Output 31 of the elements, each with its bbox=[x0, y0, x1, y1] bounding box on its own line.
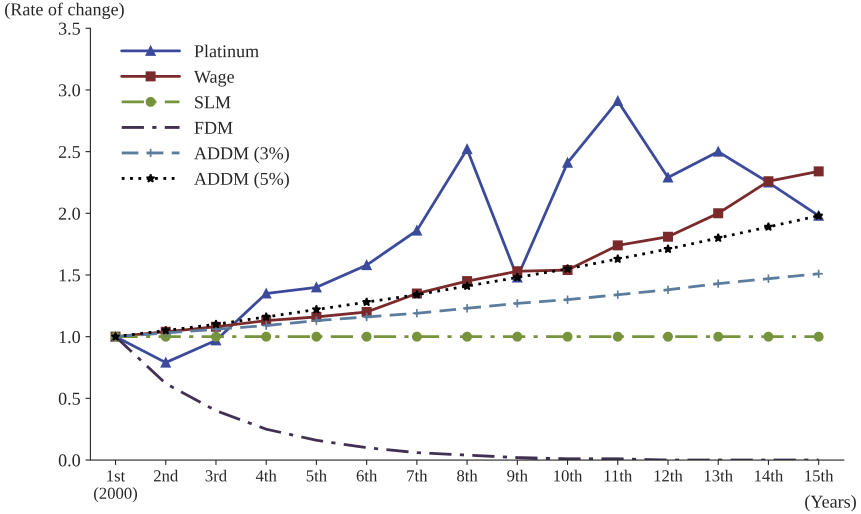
legend-label: Platinum bbox=[194, 44, 259, 58]
x-tick-label: 6th bbox=[356, 470, 378, 482]
x-tick-label: 2nd bbox=[154, 470, 178, 482]
y-tick-label: 1.0 bbox=[60, 330, 80, 344]
y-tick-label: 0.0 bbox=[58, 454, 80, 467]
legend-label: FDM bbox=[194, 122, 233, 134]
y-tick-label: 2.0 bbox=[58, 208, 80, 220]
x-tick-label: 8th bbox=[457, 470, 478, 482]
y-tick-label: 1.5 bbox=[60, 269, 80, 282]
legend-label: SLM bbox=[195, 96, 231, 108]
x-tick-label: 15th bbox=[805, 470, 834, 482]
x-tick-label: 5th bbox=[306, 470, 327, 482]
x-tick-label: 10th bbox=[554, 470, 582, 482]
x-tick-label: 7th bbox=[407, 470, 428, 482]
legend-label: ADDM (5%) bbox=[194, 172, 289, 189]
y-tick-label: 2.5 bbox=[58, 146, 80, 158]
x-axis-title: (Years) bbox=[805, 495, 856, 512]
legend-label: Wage bbox=[194, 70, 234, 87]
legend-label: ADDM (3%) bbox=[194, 146, 289, 164]
x-tick-label: 3rd bbox=[206, 470, 227, 482]
y-tick-label: 0.5 bbox=[58, 392, 80, 405]
y-tick-label: 3.5 bbox=[58, 22, 80, 35]
x-tick-label: 4th bbox=[256, 470, 277, 482]
x-tick-label: 1st (2000) bbox=[94, 470, 138, 502]
x-tick-label: 9th bbox=[507, 470, 528, 482]
x-tick-label: 11th bbox=[604, 470, 632, 482]
x-tick-label: 13th bbox=[704, 470, 733, 482]
x-tick-label: 12th bbox=[654, 470, 683, 482]
x-tick-label: 14th bbox=[755, 470, 784, 482]
y-axis-title: (Rate of change) bbox=[5, 2, 124, 20]
y-tick-label: 3.0 bbox=[58, 84, 80, 96]
